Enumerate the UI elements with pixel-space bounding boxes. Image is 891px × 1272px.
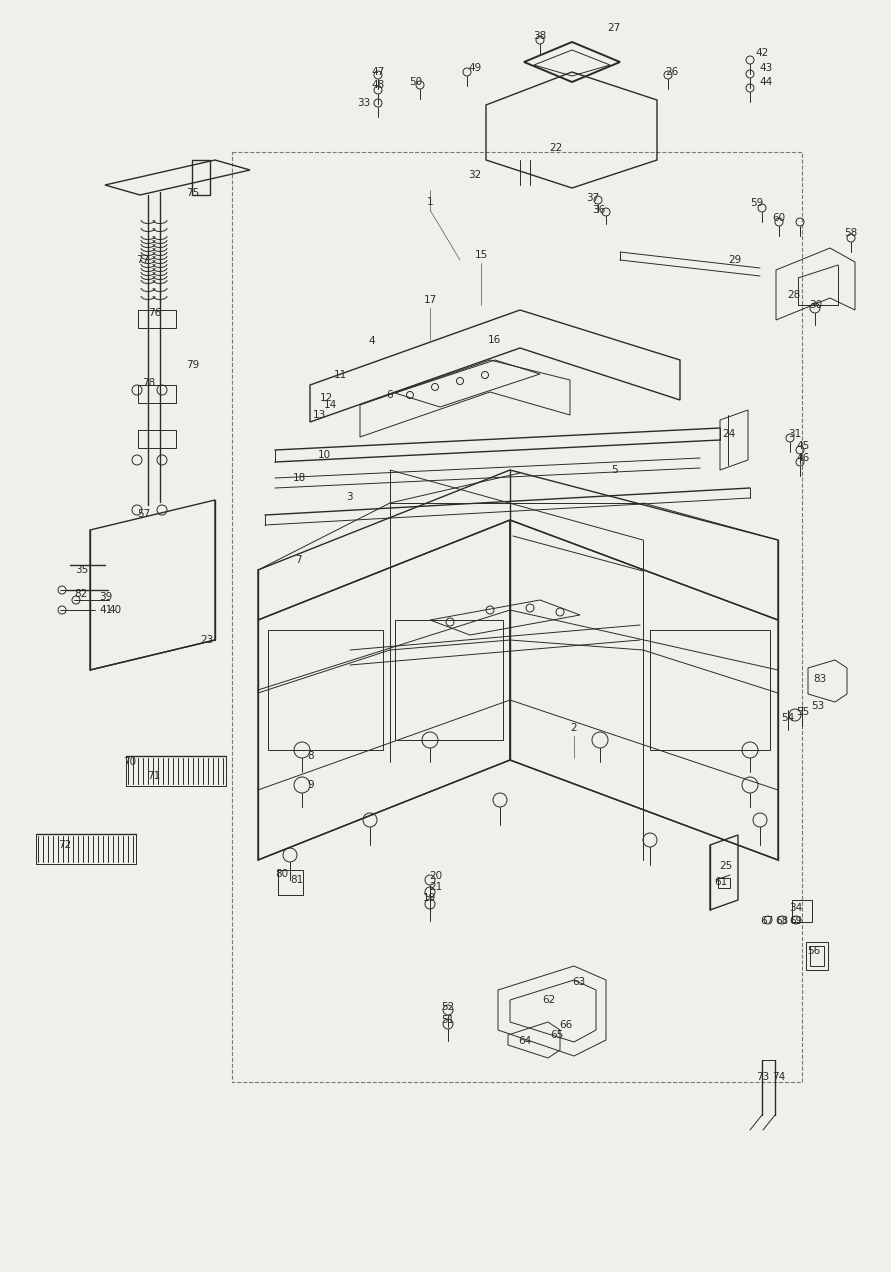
Text: 62: 62	[543, 995, 556, 1005]
Text: 42: 42	[756, 48, 769, 59]
Text: 13: 13	[313, 410, 325, 420]
Text: 80: 80	[275, 869, 289, 879]
Bar	[718, 878, 730, 888]
Bar	[395, 619, 503, 740]
Text: 29: 29	[728, 254, 741, 265]
Text: 36: 36	[593, 205, 606, 215]
Text: 73: 73	[756, 1072, 770, 1082]
Text: 15: 15	[474, 251, 487, 259]
Text: 74: 74	[772, 1072, 786, 1082]
Text: 58: 58	[845, 228, 858, 238]
Text: 48: 48	[372, 80, 385, 90]
Bar	[810, 946, 824, 965]
Text: 61: 61	[715, 876, 728, 887]
Text: 44: 44	[759, 78, 772, 86]
Text: 22: 22	[550, 142, 562, 153]
Text: 34: 34	[789, 903, 803, 913]
Text: 59: 59	[750, 198, 764, 209]
Text: 47: 47	[372, 67, 385, 78]
Text: 32: 32	[469, 170, 482, 181]
Text: 72: 72	[59, 840, 71, 850]
Bar	[278, 870, 303, 895]
Text: 27: 27	[608, 23, 621, 33]
Text: 76: 76	[149, 308, 161, 318]
Text: 14: 14	[323, 399, 337, 410]
Text: 82: 82	[74, 589, 87, 599]
Text: 26: 26	[666, 67, 679, 78]
Text: 4: 4	[369, 336, 375, 346]
Text: 28: 28	[788, 290, 801, 300]
Text: 39: 39	[100, 591, 112, 602]
Text: 11: 11	[333, 370, 347, 380]
Text: 70: 70	[124, 757, 136, 767]
Text: 37: 37	[586, 193, 600, 204]
Text: 33: 33	[357, 98, 371, 108]
Bar	[232, 151, 802, 1082]
Text: 43: 43	[759, 64, 772, 73]
Text: 9: 9	[307, 780, 315, 790]
Text: 51: 51	[441, 1015, 454, 1025]
Text: 53: 53	[812, 701, 825, 711]
Bar	[138, 385, 176, 403]
Text: 45: 45	[797, 441, 810, 452]
Text: 83: 83	[813, 674, 827, 684]
Bar	[138, 310, 176, 328]
Bar	[138, 430, 176, 448]
Text: 68: 68	[775, 916, 789, 926]
Text: 7: 7	[295, 555, 301, 565]
Bar	[806, 943, 828, 971]
Bar	[650, 630, 770, 750]
Text: 8: 8	[307, 750, 315, 761]
Text: 5: 5	[610, 466, 617, 474]
Text: 81: 81	[290, 875, 304, 885]
Text: 2: 2	[571, 722, 577, 733]
Text: 55: 55	[797, 707, 810, 717]
Text: 20: 20	[429, 871, 443, 881]
Text: 10: 10	[317, 450, 331, 460]
Text: 30: 30	[809, 300, 822, 310]
Text: 25: 25	[719, 861, 732, 871]
Text: 18: 18	[292, 473, 306, 483]
Text: 40: 40	[109, 605, 121, 614]
Text: 79: 79	[186, 360, 200, 370]
Text: 60: 60	[772, 212, 786, 223]
Text: 12: 12	[319, 393, 332, 403]
Text: 64: 64	[519, 1035, 532, 1046]
Text: 78: 78	[143, 378, 156, 388]
Text: 21: 21	[429, 881, 443, 892]
Text: 24: 24	[723, 429, 736, 439]
Bar	[792, 901, 812, 922]
Text: 77: 77	[136, 254, 150, 265]
Text: 56: 56	[807, 946, 821, 957]
Text: 1: 1	[427, 197, 433, 207]
Text: 38: 38	[534, 31, 546, 41]
Text: 16: 16	[487, 335, 501, 345]
Text: 31: 31	[789, 429, 802, 439]
Text: 49: 49	[469, 64, 482, 73]
Text: 66: 66	[560, 1020, 573, 1030]
Text: 41: 41	[100, 605, 112, 614]
Text: 65: 65	[551, 1030, 564, 1040]
Text: 52: 52	[441, 1002, 454, 1013]
Text: 46: 46	[797, 453, 810, 463]
Bar	[192, 160, 210, 195]
Text: 63: 63	[572, 977, 585, 987]
Text: 67: 67	[760, 916, 773, 926]
Text: 19: 19	[422, 893, 436, 903]
Text: 17: 17	[423, 295, 437, 305]
Text: 54: 54	[781, 714, 795, 722]
Text: 50: 50	[410, 78, 422, 86]
Text: 71: 71	[147, 771, 160, 781]
Text: 75: 75	[186, 188, 200, 198]
Text: 69: 69	[789, 916, 803, 926]
Text: 6: 6	[387, 391, 393, 399]
Text: 35: 35	[76, 565, 88, 575]
Bar	[268, 630, 383, 750]
Text: 57: 57	[137, 509, 151, 519]
Text: 3: 3	[346, 492, 352, 502]
Text: 23: 23	[200, 635, 214, 645]
